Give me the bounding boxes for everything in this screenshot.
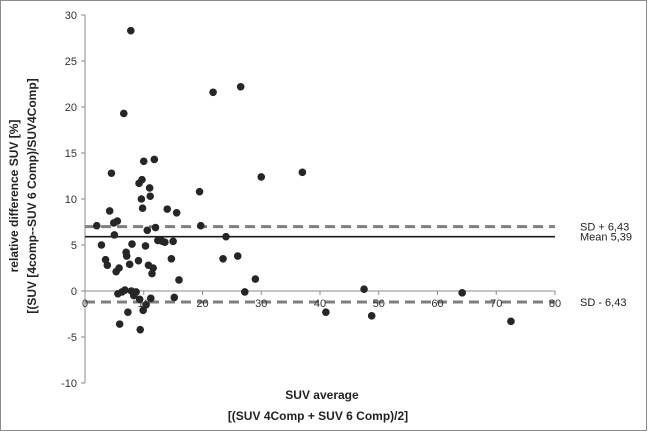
y-axis-title-line-2: [(SUV [4comp--SUV 6 Comp)/SUV4Comp] <box>25 78 39 313</box>
data-point <box>222 232 230 241</box>
y-tick-label: 0 <box>71 286 77 298</box>
data-point <box>196 221 205 230</box>
data-point <box>134 256 143 265</box>
data-point <box>103 261 112 270</box>
data-point <box>121 286 129 294</box>
data-point <box>141 242 150 250</box>
data-point <box>125 260 134 269</box>
data-point <box>119 109 128 118</box>
data-point <box>128 240 136 248</box>
data-point <box>115 264 123 272</box>
x-axis-title-line-2: [(SUV 4Comp + SUV 6 Comp)/2] <box>228 409 408 423</box>
data-point <box>146 192 155 201</box>
data-point <box>163 205 172 213</box>
data-point <box>136 325 145 334</box>
data-point <box>170 293 179 302</box>
x-tick-label: 40 <box>314 298 326 310</box>
data-point <box>147 294 155 303</box>
data-point <box>150 155 159 164</box>
mean-label: Mean 5,39 <box>580 232 632 244</box>
x-tick-label: 30 <box>255 298 267 310</box>
y-tick-label: 10 <box>65 194 77 206</box>
data-point <box>105 207 114 215</box>
data-points <box>92 26 515 334</box>
data-point <box>124 308 132 316</box>
x-tick-label: 80 <box>549 298 561 310</box>
data-point <box>195 187 204 196</box>
data-point <box>127 26 135 35</box>
y-tick-label: 25 <box>65 56 77 68</box>
data-point <box>367 312 376 320</box>
y-axis-title-line-1: relative difference SUV [%] <box>7 120 21 273</box>
data-point <box>169 237 177 246</box>
data-point <box>172 209 181 217</box>
x-tick-label: 50 <box>373 298 385 310</box>
data-point <box>219 254 227 263</box>
data-point <box>241 288 249 296</box>
data-point <box>251 275 260 283</box>
data-point <box>97 241 106 249</box>
data-point <box>151 223 160 232</box>
sd-upper-label: SD + 6,43 <box>580 222 629 234</box>
data-point <box>122 252 131 260</box>
data-point <box>115 320 124 328</box>
x-tick-label: 0 <box>82 298 88 310</box>
data-point <box>236 82 245 91</box>
data-point <box>298 168 307 177</box>
x-tick-label: 60 <box>431 298 443 310</box>
sd-lower-label: SD - 6,43 <box>580 297 626 309</box>
data-point <box>507 317 515 326</box>
data-point <box>107 169 116 178</box>
x-tick-label: 70 <box>490 298 502 310</box>
data-point <box>322 308 330 316</box>
data-point <box>167 254 176 263</box>
data-point <box>113 217 122 225</box>
y-tick-label: 15 <box>65 148 77 160</box>
data-point <box>209 88 217 97</box>
data-point <box>132 288 140 296</box>
data-point <box>138 175 146 184</box>
axes <box>81 14 556 384</box>
y-tick-label: 20 <box>65 102 77 114</box>
data-point <box>110 231 119 239</box>
data-point <box>92 221 101 230</box>
data-point <box>143 226 152 235</box>
y-tick-label: 30 <box>65 10 77 22</box>
data-point <box>139 157 148 166</box>
data-point <box>458 289 466 297</box>
data-point <box>142 301 150 309</box>
y-tick-label: -10 <box>61 378 77 390</box>
x-axis-title-line-1: SUV average <box>285 388 359 402</box>
data-point <box>145 184 154 192</box>
y-tick-label: 5 <box>71 240 77 252</box>
data-point <box>257 173 266 181</box>
data-point <box>149 264 157 272</box>
data-point <box>135 295 144 304</box>
y-tick-label: -5 <box>67 332 77 344</box>
data-point <box>233 252 242 260</box>
data-point <box>138 204 147 212</box>
x-tick-label: 10 <box>138 298 150 310</box>
data-point <box>175 276 183 284</box>
x-tick-label: 20 <box>196 298 208 310</box>
data-point <box>360 285 368 293</box>
data-point <box>137 195 146 203</box>
data-point <box>161 238 169 247</box>
